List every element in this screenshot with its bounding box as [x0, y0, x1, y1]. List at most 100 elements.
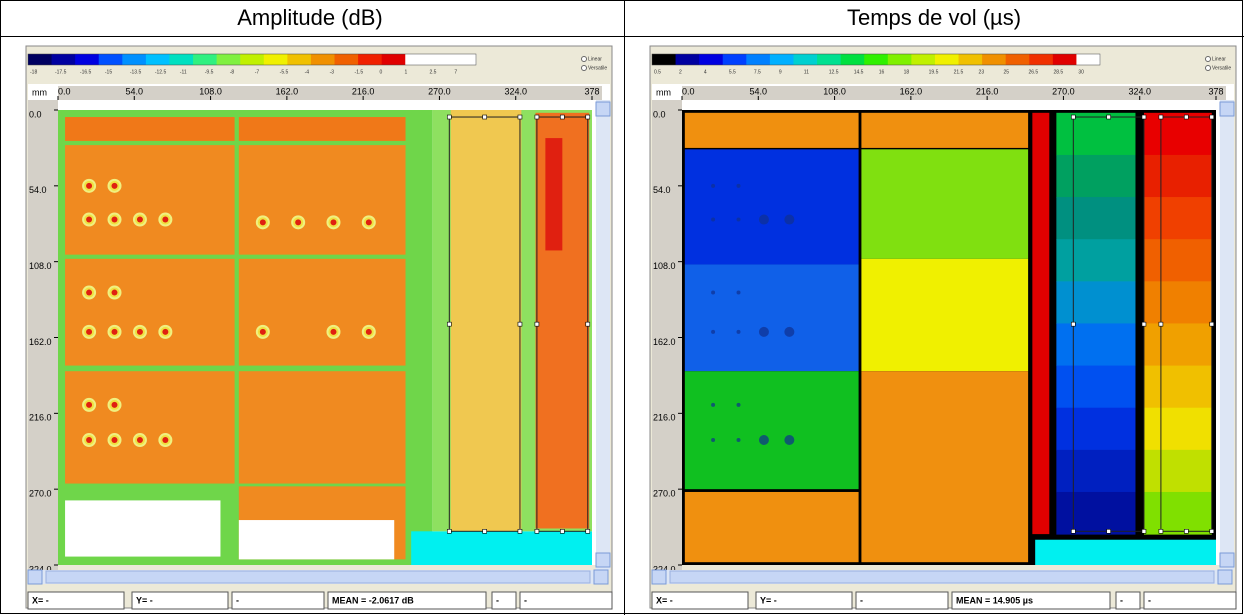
x-tick-label: 54.0: [750, 86, 768, 96]
gate-handle: [1184, 529, 1188, 533]
scroll-thumb[interactable]: [46, 571, 590, 583]
defect-mark: [737, 403, 741, 407]
option-radio[interactable]: [1206, 57, 1211, 62]
scan-region: [239, 117, 406, 141]
y-tick-label: 54.0: [29, 185, 47, 195]
gate-handle: [1142, 115, 1146, 119]
x-tick-label: 162.0: [276, 86, 299, 96]
scroll-up[interactable]: [1220, 102, 1234, 116]
colorbar-label: -4: [305, 69, 310, 75]
scan-band: [1056, 197, 1135, 240]
x-tick-label: 162.0: [900, 86, 923, 96]
status-text: MEAN = 14.905 µs: [956, 595, 1033, 605]
colorbar-cell: [287, 54, 311, 65]
defect-mark: [784, 327, 794, 337]
colorbar-label: 28.5: [1053, 69, 1063, 75]
gate-handle: [586, 322, 590, 326]
colorbar-label: 30: [1078, 69, 1084, 75]
colorbar-cell: [676, 54, 700, 65]
gate-handle: [1210, 322, 1214, 326]
colorbar-label: 7: [454, 69, 457, 75]
defect-core: [112, 217, 118, 223]
defect-mark: [711, 218, 715, 222]
scroll-down[interactable]: [1220, 553, 1234, 567]
c-scan-image: [58, 110, 592, 565]
option-radio[interactable]: [582, 66, 587, 71]
gate-handle: [1159, 322, 1163, 326]
colorbar-cell: [75, 54, 99, 65]
colorbar-label: 9: [779, 69, 782, 75]
colorbar-label: 0: [380, 69, 383, 75]
x-tick-label: 216.0: [352, 86, 375, 96]
status-field: [232, 592, 324, 609]
colorbar-label: 7.5: [754, 69, 761, 75]
y-tick-label: 108.0: [653, 261, 676, 271]
scan-band: [1144, 366, 1212, 409]
scroll-left[interactable]: [652, 570, 666, 584]
colorbar-label: -5.5: [280, 69, 289, 75]
scan-band: [1056, 450, 1135, 493]
scan-band: [1056, 323, 1135, 366]
colorbar-cell: [264, 54, 288, 65]
defect-core: [330, 219, 336, 225]
scroll-down[interactable]: [596, 553, 610, 567]
c-scan-image: [682, 110, 1216, 565]
v-scrollbar: [596, 100, 610, 570]
scan-region: [239, 145, 406, 255]
colorbar-cell: [770, 54, 794, 65]
status-field: [520, 592, 612, 609]
colorbar-cell: [429, 54, 453, 65]
scan-region: [451, 110, 522, 531]
x-tick-label: 324.0: [1128, 86, 1151, 96]
defect-mark: [784, 215, 794, 225]
gate-handle: [1142, 322, 1146, 326]
gate-handle: [447, 322, 451, 326]
colorbar-label: 1: [404, 69, 407, 75]
x-tick-label: 108.0: [199, 86, 222, 96]
scroll-thumb[interactable]: [670, 571, 1214, 583]
status-text: -: [496, 595, 499, 605]
gate-handle: [586, 529, 590, 533]
scroll-right[interactable]: [1218, 570, 1232, 584]
x-tick-label: 108.0: [823, 86, 846, 96]
defect-mark: [759, 215, 769, 225]
defect-mark: [711, 438, 715, 442]
colorbar-label: 2: [679, 69, 682, 75]
option-radio[interactable]: [1206, 66, 1211, 71]
defect-mark: [711, 291, 715, 295]
colorbar-cell: [793, 54, 817, 65]
gate-handle: [535, 115, 539, 119]
scan-region: [65, 371, 235, 483]
defect-core: [295, 219, 301, 225]
gate-handle: [1159, 529, 1163, 533]
colorbar-cell: [217, 54, 241, 65]
scan-region: [65, 145, 235, 255]
option-label: Linear: [1212, 56, 1226, 62]
status-text: -: [236, 595, 239, 605]
y-tick-label: 216.0: [29, 413, 52, 423]
scroll-up[interactable]: [596, 102, 610, 116]
colorbar-label: 5.5: [729, 69, 736, 75]
scan-region: [545, 138, 562, 250]
colorbar-label: 26.5: [1028, 69, 1038, 75]
gate-handle: [483, 115, 487, 119]
colorbar-cell: [723, 54, 747, 65]
scan-region: [861, 113, 1028, 148]
scan-band: [1056, 366, 1135, 409]
x-tick-label: 0.0: [58, 86, 71, 96]
defect-core: [86, 290, 92, 296]
colorbar-label: 25: [1004, 69, 1010, 75]
colorbar-label: -16.5: [80, 69, 92, 75]
colorbar-cell: [311, 54, 335, 65]
figure: Amplitude (dB)-18-17.5-16.5-15-13.5-12.5…: [0, 0, 1244, 615]
colorbar-label: 11: [804, 69, 809, 75]
colorbar-cell: [452, 54, 476, 65]
status-text: X= -: [32, 595, 49, 605]
option-radio[interactable]: [582, 57, 587, 62]
x-tick-label: 0.0: [682, 86, 695, 96]
scan-band: [1144, 408, 1212, 451]
scroll-right[interactable]: [594, 570, 608, 584]
scan-band: [1144, 492, 1212, 535]
colorbar-label: 12.5: [829, 69, 839, 75]
scroll-left[interactable]: [28, 570, 42, 584]
